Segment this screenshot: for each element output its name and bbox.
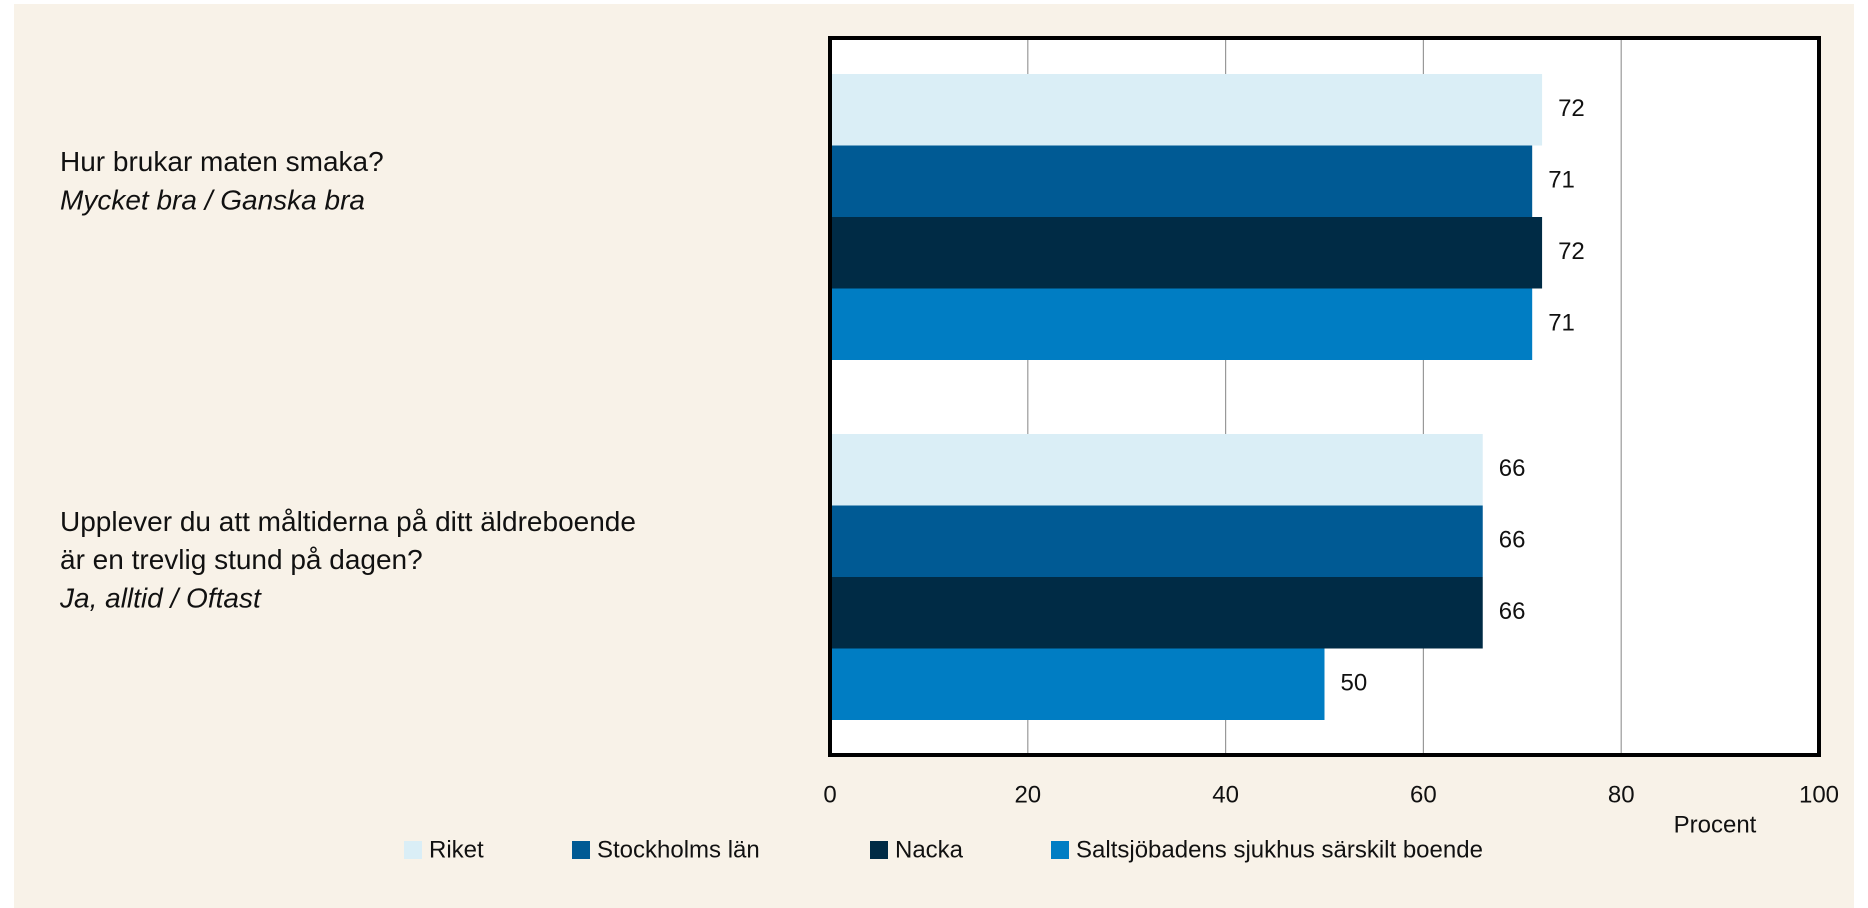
category-label: Upplever du att måltiderna på ditt äldre…	[60, 506, 636, 575]
value-label: 71	[1548, 310, 1575, 337]
legend-swatch	[870, 841, 888, 859]
value-label: 71	[1548, 167, 1575, 194]
category-subtitle: Ja, alltid / Oftast	[59, 582, 262, 613]
x-tick-label: 80	[1608, 781, 1635, 808]
bar	[830, 288, 1533, 360]
value-label: 66	[1499, 527, 1526, 554]
legend-label: Nacka	[895, 836, 964, 863]
x-axis-label: Procent	[1674, 811, 1757, 838]
value-label: 50	[1341, 670, 1368, 697]
x-tick-label: 20	[1014, 781, 1041, 808]
bar	[830, 217, 1543, 289]
plot-frame	[828, 36, 1821, 757]
legend-swatch	[404, 841, 422, 859]
legend-label: Stockholms län	[597, 836, 760, 863]
category-line: är en trevlig stund på dagen?	[60, 544, 423, 575]
bar	[830, 577, 1483, 649]
bar	[830, 145, 1533, 217]
x-tick-label: 0	[823, 781, 836, 808]
legend-label: Saltsjöbadens sjukhus särskilt boende	[1076, 836, 1483, 863]
category-label: Hur brukar maten smaka?	[60, 146, 384, 177]
value-label: 66	[1499, 455, 1526, 482]
value-label: 72	[1558, 238, 1585, 265]
category-line: Upplever du att måltiderna på ditt äldre…	[60, 506, 636, 537]
bar	[830, 74, 1543, 146]
x-tick-label: 60	[1410, 781, 1437, 808]
value-label: 72	[1558, 95, 1585, 122]
bar	[830, 434, 1483, 506]
legend-swatch	[572, 841, 590, 859]
category-line: Hur brukar maten smaka?	[60, 146, 384, 177]
value-label: 66	[1499, 598, 1526, 625]
x-tick-label: 100	[1799, 781, 1839, 808]
bar	[830, 648, 1325, 720]
x-tick-label: 40	[1212, 781, 1239, 808]
legend-label: Riket	[429, 836, 484, 863]
category-subtitle: Mycket bra / Ganska bra	[60, 184, 365, 215]
legend-swatch	[1051, 841, 1069, 859]
bar	[830, 505, 1483, 577]
